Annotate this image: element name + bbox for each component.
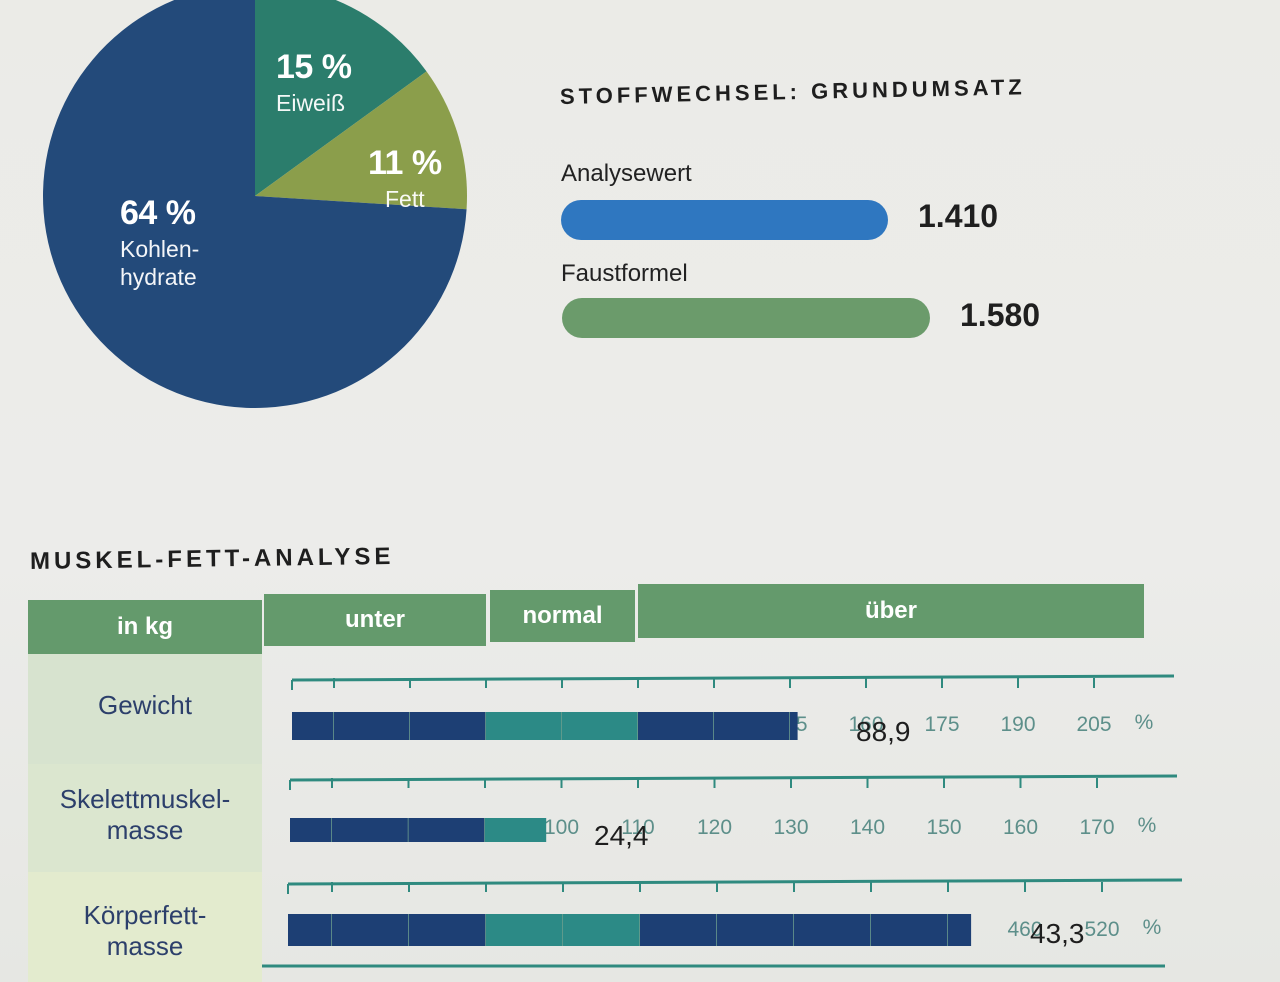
bar-segment bbox=[948, 914, 972, 946]
unit-symbol: % bbox=[1143, 916, 1162, 939]
bar-segment bbox=[292, 712, 334, 740]
bar-segment bbox=[794, 914, 871, 946]
tick-label: 150 bbox=[926, 816, 961, 839]
bmr-bar-rule bbox=[562, 298, 930, 338]
macronutrient-pie-chart bbox=[43, 0, 467, 408]
bar-segment bbox=[871, 914, 948, 946]
bar-segment bbox=[288, 914, 332, 946]
bar-segment bbox=[485, 818, 547, 842]
pie-slice-fat bbox=[255, 71, 467, 210]
bar-segment bbox=[638, 712, 714, 740]
tick-label: 120 bbox=[697, 816, 732, 839]
unit-symbol: % bbox=[1135, 711, 1154, 734]
scale-axis bbox=[289, 774, 1178, 782]
row-label-muscle: Skelettmuskel- masse bbox=[59, 784, 231, 846]
unit-symbol: % bbox=[1138, 814, 1157, 837]
pie-label-fat: 11 % Fett bbox=[368, 142, 442, 213]
bar-segment bbox=[410, 712, 486, 740]
row-label-weight: Gewicht bbox=[98, 690, 192, 720]
bar-segment bbox=[714, 712, 790, 740]
bar-segment bbox=[486, 712, 562, 740]
tick-label: 160 bbox=[848, 713, 883, 736]
pie-category: Eiweiß bbox=[276, 89, 346, 116]
pie-percent: 11 % bbox=[368, 144, 442, 182]
row-label-bg-weight bbox=[28, 654, 262, 764]
value-muscle: 24,4 bbox=[594, 820, 649, 851]
row-label-bg-fat bbox=[28, 872, 262, 982]
tick-label: 460 bbox=[1007, 918, 1042, 941]
bar-segment bbox=[486, 914, 563, 946]
pie-slice-protein bbox=[255, 0, 427, 196]
bar-segment bbox=[408, 818, 485, 842]
bmr-label-analysis: Analysewert bbox=[561, 160, 692, 187]
value-weight: 88,9 bbox=[856, 716, 911, 747]
bar-segment bbox=[562, 712, 638, 740]
tick-label: 170 bbox=[1079, 816, 1114, 839]
pie-category: Fett bbox=[385, 185, 425, 212]
header-under: unter bbox=[264, 594, 486, 646]
scale-axis bbox=[291, 674, 1175, 682]
pie-label-protein: 15 % Eiweiß bbox=[276, 46, 352, 117]
pie-slice-carbs bbox=[43, 0, 467, 408]
bar-segment bbox=[334, 712, 410, 740]
bar-segment bbox=[717, 914, 794, 946]
tick-label: 100 bbox=[544, 816, 579, 839]
bar-segment bbox=[332, 818, 409, 842]
tick-label: 520 bbox=[1084, 918, 1119, 941]
pie-percent: 64 % bbox=[120, 194, 196, 232]
pie-percent: 15 % bbox=[276, 48, 352, 86]
bar-segment bbox=[290, 818, 332, 842]
bmr-bar-analysis bbox=[561, 200, 888, 240]
bar-segment bbox=[332, 914, 409, 946]
bar-segment bbox=[409, 914, 486, 946]
header-unit: in kg bbox=[28, 600, 262, 654]
bmr-value-rule: 1.580 bbox=[960, 297, 1041, 333]
tick-label: 175 bbox=[924, 713, 959, 736]
pie-category: Kohlen- hydrate bbox=[120, 235, 200, 291]
tick-label: 110 bbox=[621, 816, 654, 839]
value-fat: 43,3 bbox=[1030, 918, 1085, 949]
pie-label-carbs: 64 % Kohlen- hydrate bbox=[120, 192, 199, 292]
tick-label: 130 bbox=[773, 816, 808, 839]
bar-segment bbox=[640, 914, 717, 946]
header-normal: normal bbox=[490, 590, 635, 642]
scale-axis bbox=[287, 878, 1183, 886]
bmr-value-analysis: 1.410 bbox=[918, 198, 999, 234]
tick-label: 205 bbox=[1076, 713, 1111, 736]
bar-segment bbox=[790, 712, 798, 740]
tick-label: 190 bbox=[1000, 713, 1035, 736]
row-label-fat: Körperfett- masse bbox=[83, 900, 207, 962]
header-over: über bbox=[638, 584, 1144, 638]
tick-label: 140 bbox=[850, 816, 885, 839]
bmr-label-rule: Faustformel bbox=[561, 260, 688, 287]
tick-label: 160 bbox=[1003, 816, 1038, 839]
row-label-bg-muscle bbox=[28, 764, 262, 872]
bar-segment bbox=[563, 914, 640, 946]
